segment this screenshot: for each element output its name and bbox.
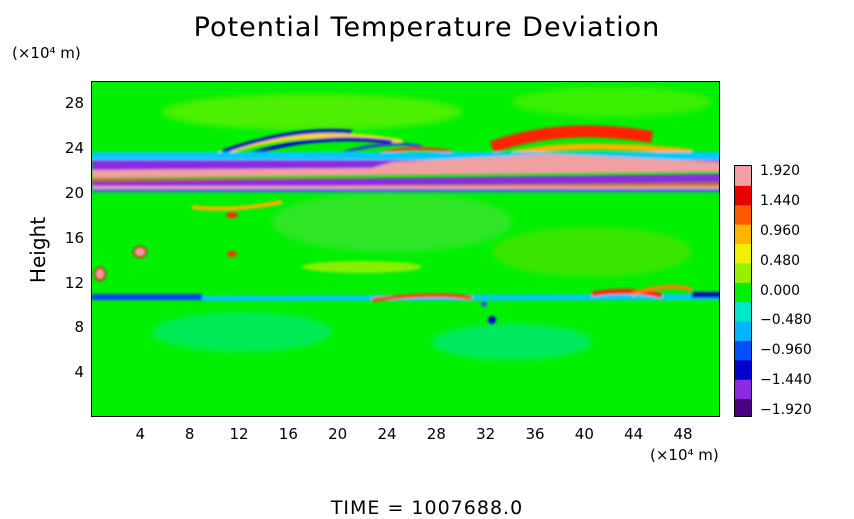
wave-cold [241,137,393,159]
warm-patch [191,200,283,211]
warm-patch [226,212,238,218]
band-cold [92,294,202,300]
y-tick-label: 4 [74,363,84,382]
colorbar-segment [735,262,751,283]
colorbar-segment [735,185,751,206]
chart-title: Potential Temperature Deviation [193,12,661,43]
y-tick-label: 28 [64,94,84,113]
x-tick-label: 48 [673,425,693,443]
heatmap-field [92,82,719,416]
colorbar-segment [735,282,751,303]
colorbar-segment [735,301,751,322]
colorbar-label: −1.920 [760,402,812,418]
warm-patch [133,246,147,258]
y-axis-label: Height [26,216,50,284]
colorbar-segment [735,340,751,361]
x-tick-label: 8 [184,425,195,443]
x-tick-label: 44 [624,425,644,443]
warm-patch [631,284,693,296]
colorbar-label: 0.480 [760,252,801,269]
x-tick-label: 16 [278,425,298,443]
band-cold [692,292,719,298]
colorbar-segment [735,398,751,416]
x-tick-label: 24 [377,425,397,443]
colorbar-segment [735,204,751,225]
colorbar-segment [735,379,751,400]
y-axis-unit: (×10⁴ m) [12,44,81,62]
cold-patch [488,316,496,324]
y-tick-label: 16 [64,228,84,247]
x-tick-label: 12 [229,425,249,443]
colorbar-segment [735,243,751,264]
mottle [272,192,512,252]
warm-patch [94,267,106,281]
colorbar-label: −0.960 [760,342,812,359]
y-tick-label: 12 [64,273,84,292]
mottle [492,227,692,277]
band-warm [92,186,719,189]
colorbar-label: 0.960 [760,222,801,239]
band-cold [92,174,719,188]
x-axis-unit: (×10⁴ m) [650,446,719,464]
x-tick-label: 36 [525,425,545,443]
colorbar-gradient [735,166,751,416]
band-warm [92,154,719,178]
y-tick-label: 8 [74,318,84,337]
y-tick-label: 24 [64,139,84,158]
colorbar [734,165,752,417]
warm-patch [371,293,473,302]
x-tick-label: 4 [135,425,146,443]
colorbar-segment [735,224,751,245]
heatmap-plot-area [91,81,720,417]
colorbar-segment [735,321,751,341]
x-tick-label: 32 [476,425,496,443]
x-tick-label: 40 [574,425,594,443]
mottle [162,94,462,130]
colorbar-label: −1.440 [760,372,812,389]
mottle [152,312,332,352]
colorbar-label: −0.480 [760,312,812,329]
wave-cold [221,129,353,154]
colorbar-segment [735,166,751,186]
colorbar-label: 1.920 [760,163,801,179]
band [92,188,719,192]
colorbar-label: 0.000 [760,282,801,299]
warm-patch [302,261,422,273]
warm-anomaly [489,125,653,153]
y-tick-label: 20 [64,184,84,202]
colorbar-label: 1.440 [760,192,801,209]
warm-anomaly [511,143,693,157]
warm-patch [227,251,237,257]
x-tick-label: 20 [328,425,348,443]
cold-patch [481,301,487,307]
mottle [432,324,592,360]
time-label: TIME = 1007688.0 [330,497,524,519]
mottle [512,87,712,117]
colorbar-segment [735,359,751,380]
x-tick-label: 28 [426,425,446,443]
warm-patch [591,288,663,299]
